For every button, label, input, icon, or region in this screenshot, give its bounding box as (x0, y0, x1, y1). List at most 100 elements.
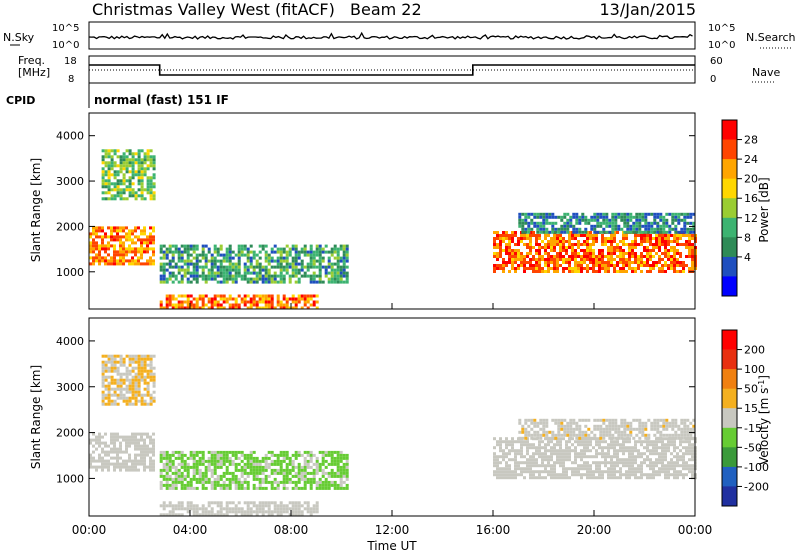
heatmap-cell (575, 436, 579, 440)
heatmap-cell (261, 501, 265, 505)
heatmap-cell (646, 264, 649, 267)
heatmap-cell (237, 510, 241, 514)
heatmap-cell (533, 430, 537, 434)
heatmap-cell (282, 456, 286, 460)
heatmap-cell (261, 268, 265, 272)
heatmap-cell (225, 271, 229, 275)
heatmap-cell (345, 465, 349, 469)
heatmap-cell (276, 294, 280, 298)
heatmap-cell (536, 436, 540, 440)
heatmap-cell (219, 294, 223, 298)
heatmap-cell (688, 249, 691, 252)
heatmap-cell (584, 227, 588, 231)
heatmap-cell (589, 449, 592, 453)
heatmap-cell (688, 243, 691, 246)
heatmap-cell (303, 300, 307, 304)
heatmap-cell (309, 507, 313, 511)
heatmap-cell (201, 450, 205, 454)
heatmap-cell (574, 258, 577, 261)
heatmap-cell (192, 507, 196, 511)
heatmap-cell (667, 267, 670, 270)
heatmap-cell (177, 453, 181, 457)
heatmap-cell (688, 237, 691, 240)
heatmap-cell (288, 456, 292, 460)
heatmap-cell (237, 501, 241, 505)
heatmap-cell (110, 462, 113, 466)
heatmap-cell (270, 280, 274, 284)
heatmap-cell (122, 247, 125, 251)
heatmap-cell (502, 267, 505, 270)
heatmap-cell (578, 215, 582, 219)
heatmap-cell (685, 464, 688, 468)
heatmap-cell (134, 459, 137, 463)
heatmap-cell (345, 477, 349, 481)
heatmap-cell (285, 250, 289, 254)
heatmap-cell (119, 161, 123, 165)
heatmap-cell (300, 486, 304, 490)
heatmap-cell (171, 297, 175, 301)
heatmap-cell (216, 456, 220, 460)
heatmap-cell (508, 258, 511, 261)
heatmap-cell (137, 182, 141, 186)
heatmap-cell (568, 246, 571, 249)
heatmap-cell (530, 421, 534, 425)
heatmap-cell (303, 483, 307, 487)
heatmap-cell (608, 230, 612, 234)
heatmap-cell (342, 250, 346, 254)
heatmap-cell (656, 430, 660, 434)
heatmap-cell (131, 378, 135, 382)
heatmap-cell (526, 246, 529, 249)
heatmap-cell (550, 467, 553, 471)
heatmap-cell (535, 464, 538, 468)
heatmap-cell (294, 504, 298, 508)
heatmap-cell (270, 468, 274, 472)
heatmap-cell (655, 264, 658, 267)
heatmap-cell (137, 378, 141, 382)
heatmap-cell (195, 265, 199, 269)
heatmap-cell (134, 384, 138, 388)
noise-panel-frame (88, 21, 696, 50)
heatmap-cell (620, 212, 624, 216)
heatmap-cell (228, 459, 232, 463)
heatmap-cell (125, 450, 128, 454)
heatmap-cell (327, 277, 331, 281)
heatmap-cell (143, 447, 146, 451)
heatmap-cell (345, 274, 349, 278)
heatmap-cell (676, 249, 679, 252)
heatmap-cell (643, 240, 646, 243)
heatmap-cell (183, 271, 187, 275)
heatmap-cell (128, 363, 132, 367)
heatmap-cell (608, 418, 612, 422)
heatmap-cell (306, 253, 310, 257)
heatmap-cell (689, 212, 693, 216)
heatmap-cell (104, 152, 108, 156)
heatmap-cell (198, 306, 202, 310)
heatmap-cell (493, 270, 496, 273)
heatmap-cell (650, 227, 654, 231)
heatmap-cell (324, 483, 328, 487)
heatmap-cell (641, 427, 645, 431)
heatmap-cell (201, 250, 205, 254)
heatmap-cell (273, 271, 277, 275)
heatmap-cell (303, 294, 307, 298)
colorbar-segment (722, 237, 737, 258)
heatmap-cell (565, 261, 568, 264)
heatmap-cell (198, 477, 202, 481)
heatmap-cell (291, 265, 295, 269)
heatmap-cell (658, 440, 661, 444)
heatmap-cell (174, 265, 178, 269)
heatmap-cell (101, 241, 104, 245)
heatmap-cell (110, 161, 114, 165)
heatmap-cell (610, 258, 613, 261)
heatmap-cell (243, 268, 247, 272)
heatmap-cell (547, 264, 550, 267)
heatmap-cell (521, 227, 525, 231)
heatmap-cell (661, 440, 664, 444)
heatmap-cell (228, 507, 232, 511)
heatmap-cell (514, 464, 517, 468)
heatmap-cell (149, 357, 153, 361)
heatmap-cell (219, 247, 223, 251)
heatmap-cell (228, 456, 232, 460)
heatmap-cell (276, 513, 280, 517)
heatmap-cell (502, 476, 505, 480)
